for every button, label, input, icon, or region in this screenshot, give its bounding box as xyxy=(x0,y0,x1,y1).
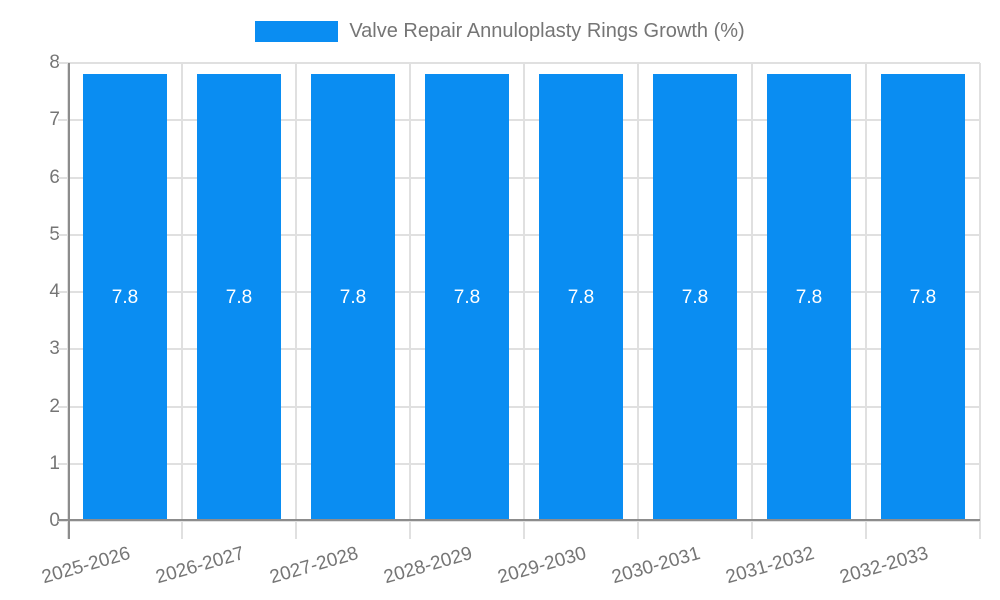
x-axis-line xyxy=(58,519,980,521)
gridline-vertical xyxy=(295,63,297,539)
y-axis-label: 2 xyxy=(49,395,60,417)
gridline-vertical xyxy=(523,63,525,539)
y-axis-line xyxy=(68,63,70,539)
bar-value-label: 7.8 xyxy=(453,286,481,308)
bar-value-label: 7.8 xyxy=(795,286,823,308)
gridline-horizontal xyxy=(58,291,980,293)
gridline-horizontal xyxy=(58,62,980,64)
gridline-vertical xyxy=(409,63,411,539)
gridline-horizontal xyxy=(58,119,980,122)
gridline-vertical xyxy=(637,63,639,539)
x-axis-label: 2025-2026 xyxy=(39,543,133,589)
gridline-horizontal xyxy=(58,462,980,465)
bar[interactable]: 7.8 xyxy=(539,74,623,521)
y-axis-label: 4 xyxy=(49,281,60,302)
bar[interactable]: 7.8 xyxy=(311,74,395,521)
bar-value-label: 7.8 xyxy=(111,286,139,308)
bar[interactable]: 7.8 xyxy=(881,74,965,521)
legend-swatch-icon xyxy=(255,21,339,42)
y-axis-label: 0 xyxy=(49,510,60,531)
gridline-horizontal xyxy=(58,176,980,179)
gridline-horizontal xyxy=(58,520,980,522)
bar-value-label: 7.8 xyxy=(681,286,709,308)
y-axis-label: 5 xyxy=(49,223,60,245)
gridline-vertical xyxy=(181,63,183,539)
bar[interactable]: 7.8 xyxy=(767,74,851,521)
x-axis-label: 2027-2028 xyxy=(267,543,361,589)
x-axis-label: 2026-2027 xyxy=(153,543,247,589)
x-axis-label: 2031-2032 xyxy=(723,543,817,589)
bar[interactable]: 7.8 xyxy=(83,74,167,521)
bar-value-label: 7.8 xyxy=(225,286,253,308)
plot-area: 7.8 2025-2026 7.8 2026-2027 7.8 2027-2028 7.8 2… xyxy=(40,62,981,588)
x-axis-label: 2028-2029 xyxy=(381,543,475,589)
y-axis-label: 1 xyxy=(49,452,60,474)
x-axis-label: 2030-2031 xyxy=(609,543,703,589)
gridline-horizontal xyxy=(58,233,980,236)
y-axis-label: 6 xyxy=(49,166,60,188)
bar[interactable]: 7.8 xyxy=(197,74,281,521)
y-axis-label: 3 xyxy=(49,338,60,360)
gridline-vertical xyxy=(751,63,753,539)
legend-label: Valve Repair Annuloplasty Rings Growth (… xyxy=(349,20,745,42)
y-axis-label: 7 xyxy=(49,109,60,131)
bar-value-label: 7.8 xyxy=(339,286,367,308)
gridline-vertical xyxy=(865,63,867,539)
gridline-horizontal xyxy=(58,405,980,408)
gridline-horizontal xyxy=(58,348,980,351)
x-axis-label: 2029-2030 xyxy=(495,543,589,589)
chart-legend: Valve Repair Annuloplasty Rings Growth (… xyxy=(0,20,1000,43)
bar[interactable]: 7.8 xyxy=(653,74,737,521)
bar-value-label: 7.8 xyxy=(567,286,595,308)
bar-value-label: 7.8 xyxy=(909,286,937,308)
gridline-vertical xyxy=(979,63,981,539)
bar[interactable]: 7.8 xyxy=(425,74,509,521)
y-axis-label: 8 xyxy=(49,52,60,73)
x-axis-label: 2032-2033 xyxy=(837,543,931,589)
